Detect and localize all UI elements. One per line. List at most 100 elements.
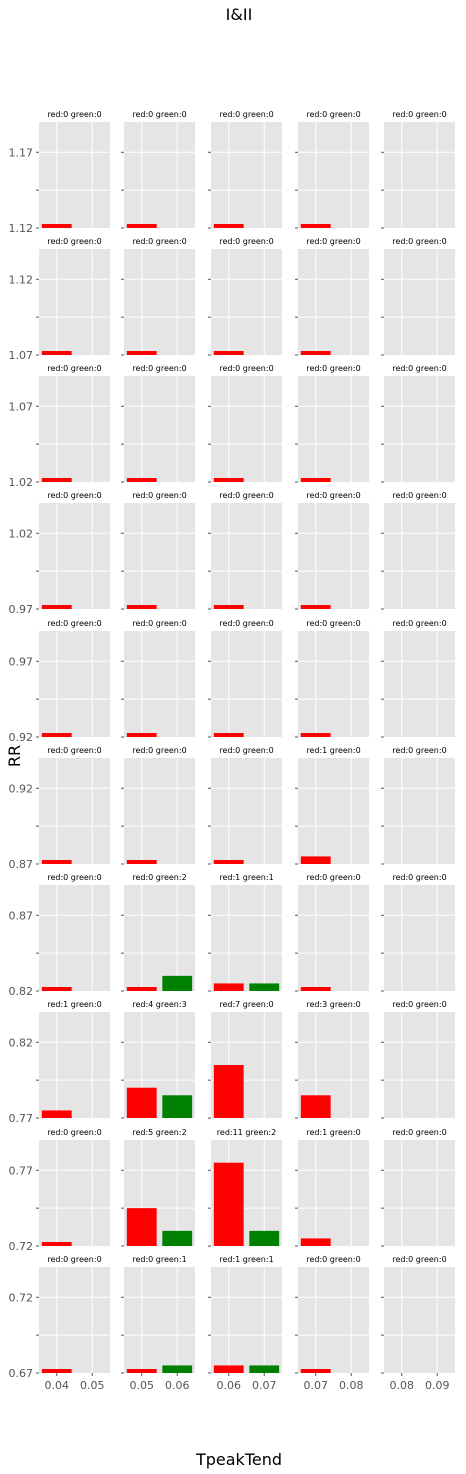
panel-title: red:0 green:0 — [219, 237, 273, 246]
panel-title: red:0 green:0 — [306, 1255, 360, 1264]
bar-red — [126, 1208, 157, 1246]
bar-red — [213, 351, 244, 355]
y-tick-label: 0.77 — [9, 1164, 34, 1177]
y-tick-label: 0.82 — [9, 1036, 34, 1049]
bar-green — [162, 1230, 193, 1246]
panel-r2-c4: red:0 green:0 — [295, 237, 369, 356]
x-tick-label: 0.06 — [217, 1379, 242, 1392]
panel-title: red:0 green:0 — [306, 873, 360, 882]
x-tick-label: 0.07 — [252, 1379, 277, 1392]
bar-red — [126, 478, 157, 482]
panel-title: red:0 green:0 — [47, 746, 101, 755]
panel-r6-c5: red:0 green:0 — [381, 746, 455, 865]
panel-title: red:0 green:0 — [47, 619, 101, 628]
bar-red — [41, 860, 72, 864]
bar-red — [300, 856, 331, 864]
panel-background — [211, 376, 282, 482]
panel-title: red:0 green:0 — [392, 491, 446, 500]
panel-r5-c4: red:0 green:0 — [295, 619, 369, 738]
panel-background — [298, 1267, 369, 1373]
panel-background — [124, 376, 195, 482]
panel-title: red:11 green:2 — [217, 1128, 276, 1137]
panel-background — [211, 885, 282, 991]
panel-r10-c3: red:1 green:1 0.06 0.07 — [208, 1255, 282, 1392]
panel-r1-c2: red:0 green:0 — [121, 110, 195, 229]
y-tick-label: 0.77 — [9, 1112, 34, 1125]
panel-title: red:0 green:0 — [392, 1255, 446, 1264]
y-tick-label: 1.12 — [9, 273, 34, 286]
panel-r2-c3: red:0 green:0 — [208, 237, 282, 356]
panel-r3-c5: red:0 green:0 — [381, 364, 455, 483]
panel-background — [39, 376, 110, 482]
bar-green — [162, 1365, 193, 1373]
panel-r9-c5: red:0 green:0 — [381, 1128, 455, 1247]
panel-title: red:0 green:0 — [219, 364, 273, 373]
panel-background — [384, 1012, 455, 1118]
bar-green — [249, 1365, 280, 1373]
bar-red — [126, 351, 157, 355]
panel-background — [298, 376, 369, 482]
y-tick-label: 1.07 — [9, 400, 34, 413]
panel-background — [384, 122, 455, 228]
x-tick-label: 0.08 — [390, 1379, 415, 1392]
panel-title: red:0 green:0 — [132, 746, 186, 755]
panel-title: red:0 green:0 — [47, 491, 101, 500]
panel-r1-c3: red:0 green:0 — [208, 110, 282, 229]
panel-background — [124, 758, 195, 864]
panel-r7-c1: red:0 green:0 0.87 0.82 — [9, 873, 110, 998]
panel-r1-c1: red:0 green:0 1.17 1.12 — [9, 110, 110, 235]
bar-red — [126, 224, 157, 228]
panel-r7-c5: red:0 green:0 — [381, 873, 455, 992]
panel-background — [39, 631, 110, 737]
panel-title: red:1 green:1 — [219, 873, 273, 882]
panel-r1-c5: red:0 green:0 — [381, 110, 455, 229]
panel-background — [211, 758, 282, 864]
panel-r1-c4: red:0 green:0 — [295, 110, 369, 229]
panel-r10-c4: red:0 green:0 0.07 0.08 — [295, 1255, 369, 1392]
bar-red — [213, 1065, 244, 1118]
panel-title: red:0 green:0 — [306, 619, 360, 628]
panel-background — [124, 631, 195, 737]
panel-r6-c3: red:0 green:0 — [208, 746, 282, 865]
panel-r10-c2: red:0 green:1 0.05 0.06 — [121, 1255, 195, 1392]
panel-background — [124, 885, 195, 991]
panel-title: red:0 green:0 — [392, 110, 446, 119]
bar-red — [41, 351, 72, 355]
bar-red — [126, 860, 157, 864]
panel-title: red:4 green:3 — [132, 1000, 186, 1009]
panel-title: red:0 green:0 — [306, 364, 360, 373]
panel-r5-c3: red:0 green:0 — [208, 619, 282, 738]
panel-title: red:0 green:0 — [47, 237, 101, 246]
bar-red — [213, 1365, 244, 1373]
panel-background — [384, 249, 455, 355]
panel-r6-c4: red:1 green:0 — [295, 746, 369, 865]
panel-background — [124, 122, 195, 228]
bar-red — [126, 987, 157, 991]
x-tick-label: 0.07 — [304, 1379, 329, 1392]
panel-r2-c5: red:0 green:0 — [381, 237, 455, 356]
panel-r2-c1: red:0 green:0 1.12 1.07 — [9, 237, 110, 362]
bar-green — [162, 975, 193, 991]
bar-green — [249, 1230, 280, 1246]
bar-red — [41, 224, 72, 228]
panel-title: red:0 green:0 — [306, 237, 360, 246]
bar-green — [162, 1095, 193, 1118]
x-tick-label: 0.06 — [165, 1379, 190, 1392]
panel-title: red:0 green:0 — [132, 619, 186, 628]
bar-red — [213, 605, 244, 609]
panel-title: red:0 green:0 — [132, 237, 186, 246]
panel-r3-c2: red:0 green:0 — [121, 364, 195, 483]
panel-background — [298, 758, 369, 864]
bar-red — [41, 1110, 72, 1118]
panel-title: red:0 green:0 — [132, 110, 186, 119]
x-tick-label: 0.09 — [425, 1379, 450, 1392]
bar-red — [41, 1369, 72, 1373]
figure-title: I&II — [226, 5, 253, 24]
y-axis-label: RR — [5, 745, 24, 767]
panel-background — [124, 1267, 195, 1373]
bar-red — [126, 605, 157, 609]
bar-red — [126, 1087, 157, 1118]
panel-title: red:1 green:0 — [306, 746, 360, 755]
panel-r6-c2: red:0 green:0 — [121, 746, 195, 865]
